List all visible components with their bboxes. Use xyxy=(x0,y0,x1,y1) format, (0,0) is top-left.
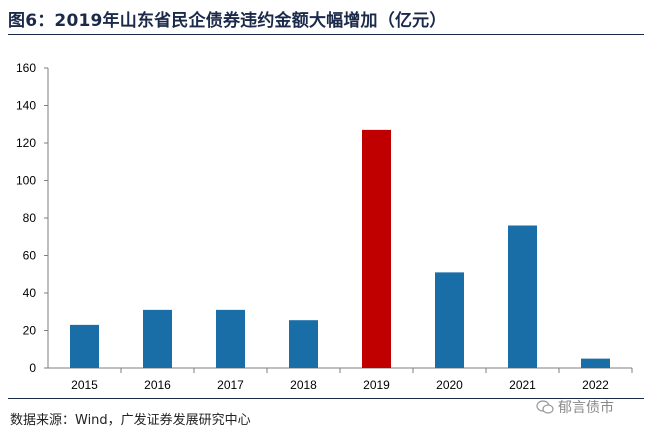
watermark-text: 郁言债市 xyxy=(558,400,614,416)
y-tick-label: 120 xyxy=(16,136,36,150)
chart-title: 图6：2019年山东省民企债券违约金额大幅增加（亿元） xyxy=(8,11,447,31)
y-tick-label: 140 xyxy=(16,99,36,113)
bar-2020 xyxy=(435,272,464,368)
bar-series xyxy=(70,129,610,368)
x-tick-label: 2018 xyxy=(290,378,317,392)
y-tick-label: 60 xyxy=(23,249,37,263)
title-divider xyxy=(8,34,644,35)
bar-2021 xyxy=(508,225,537,368)
y-tick-label: 80 xyxy=(23,211,37,225)
footer-divider xyxy=(8,398,644,399)
bar-2015 xyxy=(70,324,99,368)
wechat-icon xyxy=(536,400,554,414)
y-tick-label: 40 xyxy=(23,286,37,300)
watermark: 郁言债市 xyxy=(536,397,614,417)
x-tick-label: 2021 xyxy=(509,378,536,392)
x-tick-label: 2016 xyxy=(144,378,171,392)
bar-2022 xyxy=(581,358,610,368)
y-tick-label: 100 xyxy=(16,174,36,188)
y-tick-label: 160 xyxy=(16,61,36,75)
bar-2017 xyxy=(216,309,245,368)
bar-2018 xyxy=(289,320,318,368)
x-tick-label: 2015 xyxy=(71,378,98,392)
x-tick-label: 2022 xyxy=(582,378,609,392)
x-tick-label: 2019 xyxy=(363,378,390,392)
y-tick-label: 0 xyxy=(29,361,36,375)
source-note: 数据来源：Wind，广发证券发展研究中心 xyxy=(10,413,251,428)
bar-2016 xyxy=(143,309,172,368)
x-tick-label: 2017 xyxy=(217,378,244,392)
y-tick-label: 20 xyxy=(23,324,37,338)
bar-2019 xyxy=(362,129,391,368)
x-axis: 2015 2016 2017 2018 2019 2020 2021 2022 xyxy=(48,367,633,392)
x-tick-label: 2020 xyxy=(436,378,463,392)
y-axis: 0 20 40 60 80 100 120 140 160 xyxy=(16,61,49,375)
